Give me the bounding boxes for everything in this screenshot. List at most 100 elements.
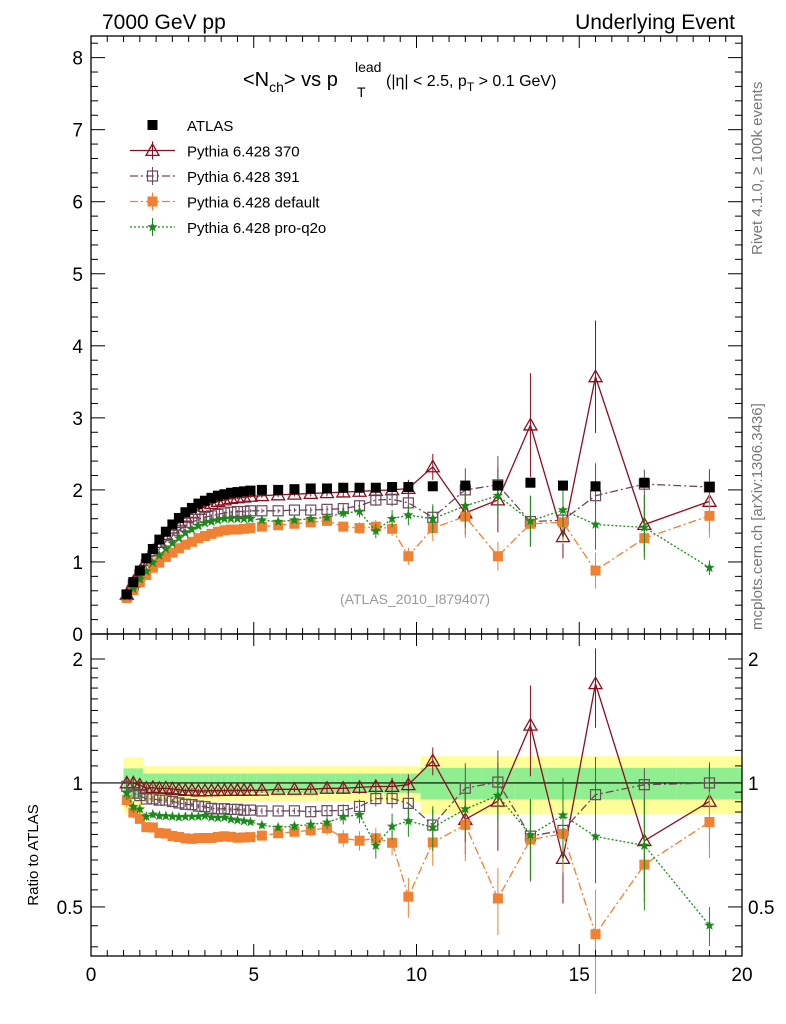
point-pythia-6-428-default [167, 547, 178, 558]
point-pythia-6-428-pro-q2o [245, 513, 256, 524]
ratio-point-pythia-6-428-391 [305, 806, 317, 818]
ratio-point-pythia-6-428-default [212, 831, 223, 842]
ratio-ylabel: Ratio to ATLAS [25, 804, 42, 905]
uncertainty-band-inner [619, 767, 677, 800]
ratio-point-pythia-6-428-370 [335, 780, 351, 794]
point-atlas [273, 484, 284, 495]
ratio-point-pythia-6-428-default [238, 832, 249, 843]
ratio-point-pythia-6-428-pro-q2o [354, 809, 365, 820]
point-pythia-6-428-pro-q2o [232, 513, 243, 524]
ratio-point-pythia-6-428-391 [288, 805, 301, 817]
ratio-point-pythia-6-428-370 [400, 776, 416, 791]
point-pythia-6-428-default [206, 528, 217, 539]
point-atlas [173, 513, 184, 524]
point-pythia-6-428-default [403, 551, 414, 562]
point-pythia-6-428-default [173, 543, 184, 554]
y-tick-label: 5 [72, 265, 83, 286]
point-pythia-6-428-pro-q2o [160, 543, 172, 554]
point-pythia-6-428-default [193, 533, 204, 544]
point-pythia-6-428-pro-q2o [256, 514, 268, 525]
point-pythia-6-428-pro-q2o [219, 513, 230, 524]
point-pythia-6-428-default [256, 521, 267, 532]
point-pythia-6-428-default [354, 523, 365, 534]
legend: ATLAS Pythia 6.428 370 Pythia 6.428 391 Pyt… [130, 118, 326, 237]
ratio-point-pythia-6-428-default [167, 830, 178, 841]
plot-title: <Nch> vs p lead T (|η| < 2.5, pT > 0.1 G… [243, 59, 556, 100]
legend-marker-pythia-6-428-391 [146, 170, 159, 182]
point-pythia-6-428-default [492, 551, 503, 562]
ratio-point-pythia-6-428-370 [242, 782, 259, 796]
ratio-point-pythia-6-428-pro-q2o [338, 811, 349, 822]
ratio-point-pythia-6-428-pro-q2o [289, 820, 300, 831]
ratio-point-pythia-6-428-391 [256, 805, 268, 817]
ratio-point-pythia-6-428-pro-q2o [173, 811, 185, 822]
ratio-point-pythia-6-428-391 [153, 794, 165, 806]
title-text: <Nch> vs p [243, 69, 338, 95]
point-pythia-6-428-pro-q2o [639, 521, 650, 532]
point-atlas [338, 482, 349, 493]
ratio-point-pythia-6-428-pro-q2o [525, 829, 536, 840]
point-pythia-6-428-pro-q2o [206, 516, 217, 527]
ratio-point-pythia-6-428-391 [272, 805, 284, 817]
ratio-point-pythia-6-428-default [590, 929, 601, 940]
ratio-point-pythia-6-428-pro-q2o [134, 803, 146, 814]
point-atlas [180, 507, 191, 518]
ratio-point-pythia-6-428-default [273, 828, 284, 839]
point-atlas [121, 589, 132, 600]
ratio-point-pythia-6-428-default [256, 830, 267, 841]
point-atlas [206, 492, 217, 503]
ratio-point-pythia-6-428-391 [166, 795, 178, 808]
y-tick-label: 2 [72, 481, 83, 502]
ratio-point-pythia-6-428-pro-q2o [460, 803, 471, 814]
point-pythia-6-428-pro-q2o [704, 562, 715, 573]
ratio-point-pythia-6-428-391 [244, 804, 257, 816]
ratio-point-pythia-6-428-pro-q2o [386, 820, 398, 831]
point-pythia-6-428-pro-q2o [305, 513, 316, 524]
legend-label-atlas: ATLAS [187, 118, 233, 135]
point-pythia-6-428-default [704, 510, 715, 521]
ratio-point-pythia-6-428-pro-q2o [121, 787, 132, 798]
legend-marker-atlas [147, 120, 158, 130]
ratio-y-tick-label: 2 [72, 650, 83, 671]
y-tick-label: 8 [72, 49, 83, 70]
point-pythia-6-428-391 [272, 505, 284, 517]
ratio-point-pythia-6-428-default [173, 832, 184, 843]
ratio-point-pythia-6-428-default [147, 822, 158, 833]
point-atlas [370, 482, 381, 493]
point-pythia-6-428-pro-q2o [403, 509, 414, 520]
point-pythia-6-428-pro-q2o [590, 519, 601, 529]
rivet-version-label: Rivet 4.1.0, ≥ 100k events [749, 82, 766, 255]
point-atlas [256, 484, 267, 495]
point-pythia-6-428-pro-q2o [321, 511, 333, 522]
point-atlas [321, 483, 332, 494]
ratio-point-pythia-6-428-391 [703, 777, 716, 789]
point-atlas [199, 495, 210, 506]
point-pythia-6-428-pro-q2o [134, 573, 146, 584]
y-tick-label: 3 [72, 409, 83, 430]
uncertainty-band-inner [579, 767, 620, 800]
ratio-point-pythia-6-428-default [232, 832, 243, 843]
ratio-point-pythia-6-428-pro-q2o [186, 811, 198, 821]
y-tick-label: 6 [72, 193, 83, 214]
legend-marker-pythia-6-428-default [147, 196, 158, 207]
legend-label-pythia-6-428-370: Pythia 6.428 370 [187, 144, 300, 161]
ratio-point-pythia-6-428-pro-q2o [704, 919, 715, 930]
point-atlas [403, 482, 414, 493]
ratio-point-pythia-6-428-default [245, 832, 256, 843]
point-pythia-6-428-pro-q2o [225, 513, 237, 524]
ratio-point-pythia-6-428-391 [147, 793, 159, 805]
ratio-point-pythia-6-428-pro-q2o [212, 812, 224, 823]
ratio-point-pythia-6-428-pro-q2o [154, 810, 165, 821]
point-pythia-6-428-default [212, 526, 223, 537]
ratio-y-tick-label: 0.5 [57, 898, 83, 919]
ratio-point-pythia-6-428-370 [286, 781, 303, 795]
point-atlas [238, 486, 249, 497]
point-pythia-6-428-pro-q2o [557, 504, 569, 515]
point-pythia-6-428-370 [522, 417, 539, 431]
ratio-point-pythia-6-428-pro-q2o [245, 816, 256, 827]
ratio-point-pythia-6-428-default [338, 833, 349, 844]
point-pythia-6-428-default [289, 518, 300, 529]
title-cuts: (|η| < 2.5, pT > 0.1 GeV) [386, 73, 556, 94]
point-atlas [704, 482, 715, 493]
